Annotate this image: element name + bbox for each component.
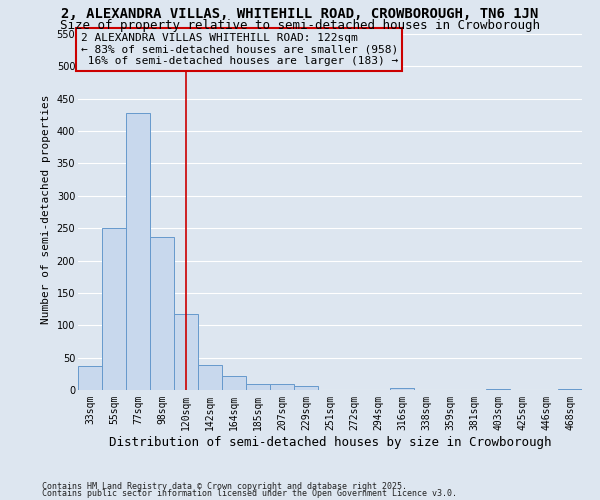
Bar [222,376,246,390]
Y-axis label: Number of semi-detached properties: Number of semi-detached properties [41,94,51,324]
Bar [246,384,270,390]
Text: 2 ALEXANDRA VILLAS WHITEHILL ROAD: 122sqm
← 83% of semi-detached houses are smal: 2 ALEXANDRA VILLAS WHITEHILL ROAD: 122sq… [80,33,398,66]
Bar [486,388,510,390]
Text: 2, ALEXANDRA VILLAS, WHITEHILL ROAD, CROWBOROUGH, TN6 1JN: 2, ALEXANDRA VILLAS, WHITEHILL ROAD, CRO… [61,8,539,22]
Bar [294,386,318,390]
Text: Size of property relative to semi-detached houses in Crowborough: Size of property relative to semi-detach… [60,18,540,32]
Bar [102,228,126,390]
Bar [390,388,414,390]
Bar [198,365,222,390]
Bar [78,366,102,390]
Bar [150,237,174,390]
X-axis label: Distribution of semi-detached houses by size in Crowborough: Distribution of semi-detached houses by … [109,436,551,448]
Text: Contains public sector information licensed under the Open Government Licence v3: Contains public sector information licen… [42,490,457,498]
Bar [174,314,198,390]
Text: Contains HM Land Registry data © Crown copyright and database right 2025.: Contains HM Land Registry data © Crown c… [42,482,407,491]
Bar [270,384,294,390]
Bar [126,113,150,390]
Bar [558,388,582,390]
